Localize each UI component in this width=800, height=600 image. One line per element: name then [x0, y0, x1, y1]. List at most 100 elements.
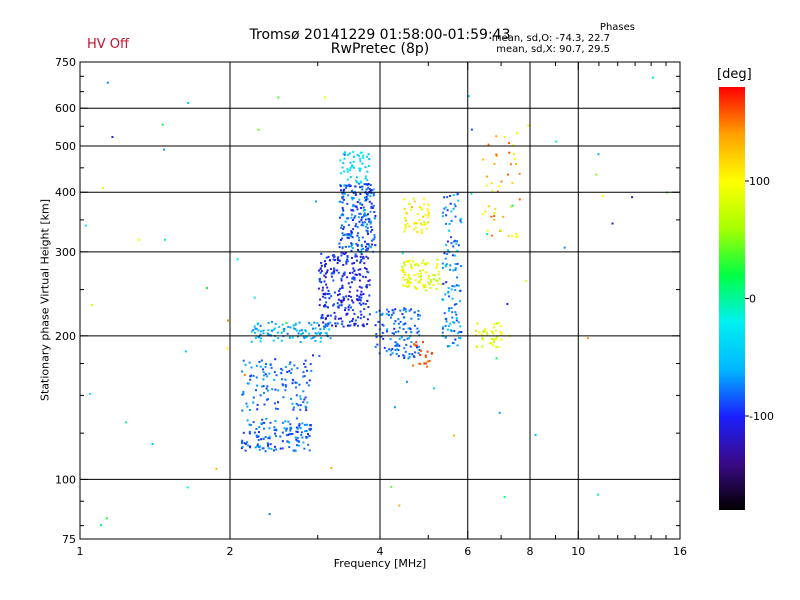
data-point: [350, 281, 353, 284]
data-point: [245, 402, 248, 405]
data-point: [493, 341, 496, 344]
data-point: [346, 170, 349, 173]
data-point: [340, 304, 343, 307]
data-point: [326, 271, 328, 274]
data-point: [306, 436, 309, 439]
data-point: [407, 284, 410, 287]
data-point: [353, 312, 356, 315]
data-point: [367, 192, 370, 195]
data-point: [392, 309, 395, 312]
data-point: [420, 207, 423, 210]
data-point: [351, 299, 353, 302]
data-point: [287, 420, 290, 423]
data-point: [349, 167, 352, 169]
data-point: [312, 354, 314, 357]
data-point: [362, 257, 365, 260]
data-point: [360, 258, 363, 261]
data-point: [315, 332, 318, 335]
data-point: [184, 350, 187, 353]
data-point: [446, 196, 449, 199]
data-point: [508, 151, 511, 154]
data-point: [298, 321, 301, 324]
data-point: [359, 160, 362, 163]
data-point: [361, 221, 364, 224]
data-point: [455, 319, 458, 322]
data-point: [387, 310, 390, 313]
data-point: [450, 219, 453, 222]
data-point: [290, 368, 293, 371]
data-point: [317, 287, 320, 290]
data-point: [357, 216, 360, 219]
data-point: [407, 274, 410, 277]
data-point: [360, 251, 363, 254]
data-point: [493, 323, 496, 326]
data-point: [381, 332, 384, 334]
data-point: [403, 230, 406, 233]
data-point: [304, 336, 307, 339]
data-point: [368, 279, 371, 282]
data-point: [425, 289, 427, 292]
data-point: [457, 244, 460, 247]
data-point: [330, 272, 333, 275]
data-point: [342, 272, 345, 275]
data-point: [367, 164, 370, 167]
data-point: [452, 254, 454, 257]
data-point: [484, 210, 487, 213]
data-point: [351, 277, 354, 280]
data-point: [555, 140, 558, 143]
data-point: [187, 102, 190, 104]
data-point: [252, 374, 255, 377]
data-point: [341, 323, 344, 326]
data-point: [437, 282, 440, 285]
data-point: [359, 157, 362, 160]
data-point: [275, 374, 278, 377]
data-point: [343, 153, 346, 156]
data-point: [256, 384, 259, 387]
data-point: [390, 314, 393, 316]
data-point: [257, 439, 260, 441]
data-point: [274, 432, 276, 435]
data-point: [400, 336, 403, 339]
data-point: [274, 358, 277, 361]
data-point: [289, 361, 292, 364]
data-point: [318, 355, 321, 357]
data-point: [408, 276, 411, 279]
data-point: [257, 329, 260, 332]
data-point: [264, 373, 267, 376]
data-point: [420, 349, 422, 352]
data-point: [403, 347, 406, 350]
data-point: [264, 436, 267, 438]
colorbar-tick-label: 0: [749, 293, 756, 306]
data-point: [460, 221, 463, 224]
data-point: [367, 257, 370, 260]
data-point: [275, 435, 277, 438]
data-point: [365, 195, 368, 198]
data-point: [295, 386, 297, 389]
data-point: [306, 369, 308, 372]
data-point: [443, 196, 446, 199]
data-point: [282, 330, 285, 332]
data-point: [305, 430, 308, 432]
data-point: [651, 76, 654, 79]
data-point: [515, 233, 518, 236]
data-point: [495, 135, 498, 138]
data-point: [263, 421, 266, 424]
data-point: [442, 282, 445, 285]
data-point: [441, 298, 444, 301]
axis-ticks: 1 2 4 6 8 10 16 75 100 200 300 400 500 600 750: [55, 56, 687, 558]
data-point: [349, 235, 352, 238]
data-point: [337, 259, 340, 262]
data-point: [418, 219, 421, 221]
data-point: [360, 260, 363, 263]
data-point: [415, 262, 418, 265]
data-point: [360, 207, 362, 209]
data-point: [443, 252, 446, 255]
data-point: [418, 280, 421, 282]
data-point: [354, 255, 357, 258]
data-point: [342, 208, 345, 211]
data-point: [450, 236, 453, 239]
data-point: [448, 229, 451, 232]
data-point: [354, 205, 357, 208]
data-point: [285, 434, 288, 437]
data-point: [414, 351, 417, 354]
